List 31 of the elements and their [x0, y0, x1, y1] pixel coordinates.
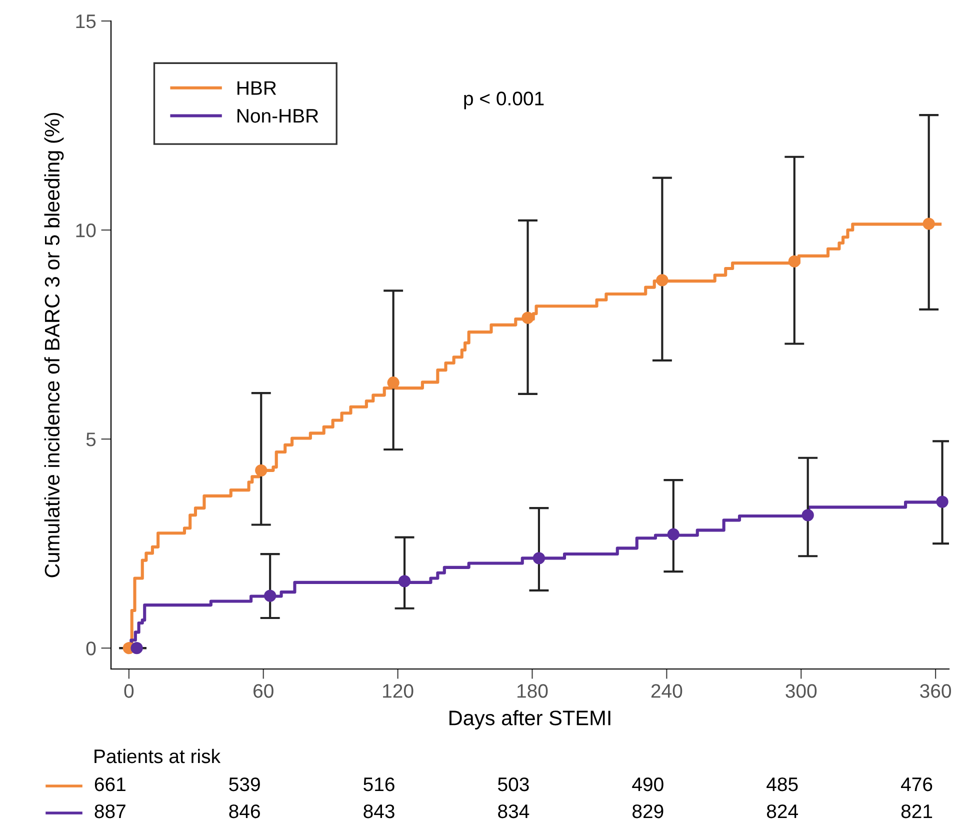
text: 834	[498, 804, 530, 818]
text: 476	[901, 777, 932, 792]
text: 503	[498, 777, 529, 792]
text: 490	[632, 777, 664, 792]
legend-label: Non-HBR	[238, 109, 318, 123]
text: 887	[94, 804, 126, 818]
y-axis-title: Cumulative incidence of BARC 3 or 5 bleeding (%)	[44, 112, 64, 578]
x-axis-title: Days after STEMI	[450, 710, 610, 730]
x-tick-label: 60	[254, 684, 274, 698]
x-tick-label: 120	[383, 684, 414, 698]
x-tick-label: 180	[518, 684, 548, 698]
x-tick-label: 240	[651, 684, 682, 698]
text: 824	[766, 804, 798, 818]
y-tick-label: 10	[76, 224, 96, 238]
text: 843	[364, 804, 394, 818]
text: 846	[229, 804, 260, 818]
text: 821	[901, 804, 932, 818]
text: 661	[94, 777, 126, 792]
text: 485	[766, 777, 798, 792]
text: Patients at risk	[94, 748, 221, 764]
y-tick-label: 15	[76, 14, 96, 28]
text: 516	[364, 777, 394, 792]
x-tick-label: 0	[124, 684, 134, 698]
x-tick-label: 360	[920, 684, 952, 698]
legend-label: HBR	[238, 81, 276, 95]
y-tick-label: 0	[86, 642, 96, 656]
y-tick-label: 5	[86, 432, 96, 446]
text: 829	[632, 804, 664, 818]
text: 539	[229, 777, 260, 792]
annotation: p < 0.001	[464, 92, 544, 110]
x-tick-label: 300	[786, 684, 817, 698]
